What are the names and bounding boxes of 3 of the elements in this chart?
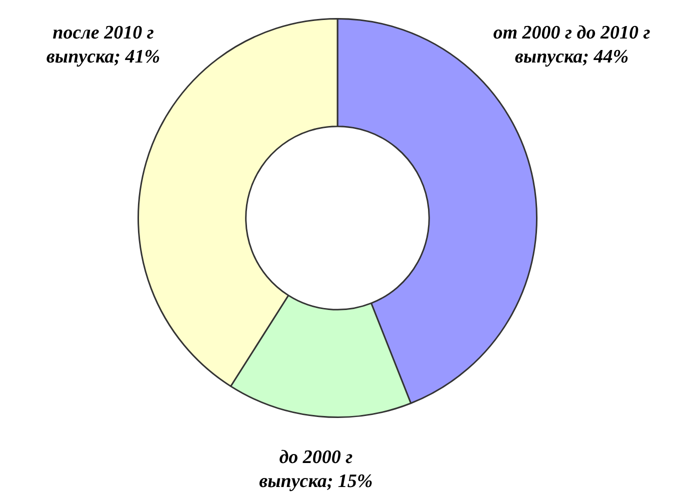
slice-label: до 2000 г выпуска; 15% [259, 447, 373, 492]
slice-label: после 2010 г выпуска; 41% [46, 22, 160, 68]
slice-label: от 2000 г до 2010 г выпуска; 44% [493, 22, 650, 68]
